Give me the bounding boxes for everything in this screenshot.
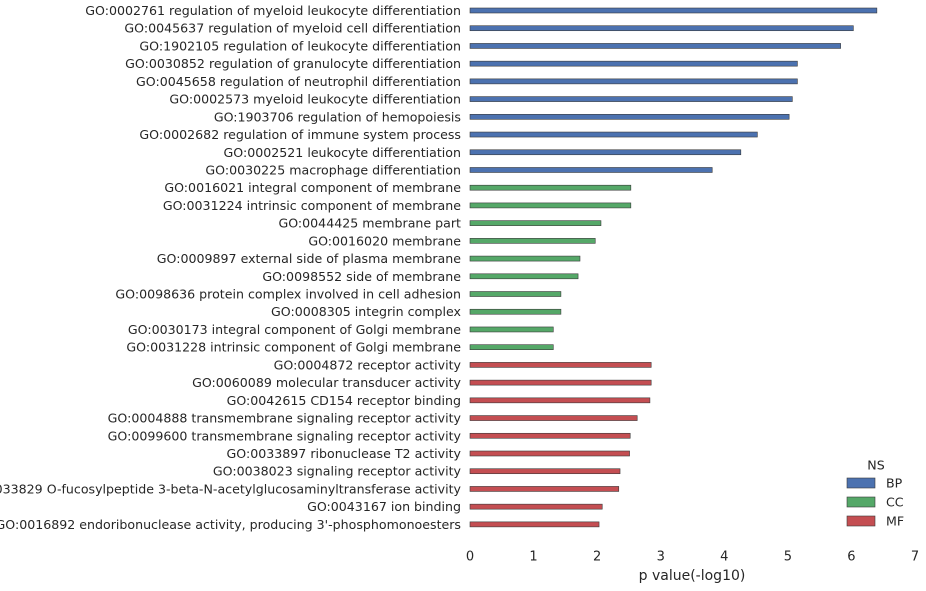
bar-cc: [469, 344, 554, 350]
x-tick-label: 7: [911, 550, 919, 565]
bar-mf: [469, 468, 621, 475]
bar-mf: [469, 362, 652, 368]
bar-bp: [469, 43, 841, 49]
bar-cc: [469, 255, 581, 262]
bar-cc: [469, 238, 596, 244]
legend-swatch-cc: [846, 496, 876, 508]
bar-cc: [469, 202, 632, 209]
x-tick-label: 3: [657, 550, 665, 565]
bar-cc: [469, 220, 602, 226]
category-label: GO:0002573 myeloid leukocyte differentia…: [169, 92, 461, 107]
bar-cc: [469, 291, 562, 297]
category-label: GO:0060089 molecular transducer activity: [192, 375, 461, 390]
bar-bp: [469, 60, 798, 67]
x-tick-label: 0: [466, 550, 474, 565]
category-label: GO:0098552 side of membrane: [262, 269, 461, 284]
bar-cc: [469, 326, 554, 333]
legend-label-cc: CC: [886, 495, 904, 510]
bar-bp: [469, 114, 790, 120]
legend-swatch-bp: [846, 477, 876, 489]
bar-bp: [469, 25, 854, 32]
bar-cc: [469, 184, 632, 191]
category-label: GO:0030173 integral component of Golgi m…: [128, 322, 461, 337]
bar-mf: [469, 521, 600, 528]
category-label: GO:0098636 protein complex involved in c…: [115, 287, 461, 302]
bar-cc: [469, 308, 562, 315]
x-tick-label: 5: [784, 550, 792, 565]
category-label: GO:0016020 membrane: [308, 233, 461, 248]
bar-bp: [469, 96, 793, 102]
legend-title: NS: [867, 458, 884, 473]
x-tick-label: 1: [529, 550, 537, 565]
legend-label-bp: BP: [886, 476, 903, 491]
category-label: GO:0030852 regulation of granulocyte dif…: [125, 56, 461, 71]
legend-swatch-mf: [846, 515, 876, 527]
bar-bp: [469, 167, 713, 173]
category-label: GO:0016021 integral component of membran…: [164, 180, 461, 195]
bar-mf: [469, 503, 603, 510]
category-label: GO:0030225 macrophage differentiation: [205, 162, 461, 177]
x-axis-label: p value(-log10): [639, 568, 746, 584]
bar-cc: [469, 273, 579, 280]
bar-mf: [469, 415, 638, 421]
bar-mf: [469, 432, 631, 439]
x-tick-label: 4: [720, 550, 728, 565]
category-label: GO:0002521 leukocyte differentiation: [224, 145, 461, 160]
category-label: GO:0045658 regulation of neutrophil diff…: [136, 74, 461, 89]
category-label: GO:0044425 membrane part: [278, 216, 461, 231]
category-label: GO:0031224 intrinsic component of membra…: [163, 198, 461, 213]
bar-mf: [469, 397, 651, 404]
category-label: GO:0031228 intrinsic component of Golgi …: [126, 340, 461, 355]
category-label: GO:0099600 transmembrane signaling recep…: [108, 428, 462, 443]
category-label: GO:0016892 endoribonuclease activity, pr…: [0, 517, 461, 532]
category-label: GO:1902105 regulation of leukocyte diffe…: [139, 38, 461, 53]
bar-bp: [469, 149, 742, 156]
category-label: GO:0038023 signaling receptor activity: [213, 464, 462, 479]
bar-mf: [469, 450, 630, 457]
bar-bp: [469, 78, 798, 85]
bar-mf: [469, 486, 620, 492]
category-label: GO:0042615 CD154 receptor binding: [227, 393, 461, 408]
bar-bp: [469, 131, 758, 138]
category-label: GO:1903706 regulation of hemopoiesis: [214, 109, 461, 124]
category-label: GO:0008305 integrin complex: [271, 304, 462, 319]
legend-label-mf: MF: [886, 514, 904, 529]
category-label: GO:0004888 transmembrane signaling recep…: [108, 411, 462, 426]
category-label: GO:0033897 ribonuclease T2 activity: [227, 446, 462, 461]
category-label: GO:0033829 O-fucosylpeptide 3-beta-N-ace…: [0, 481, 462, 496]
category-label: GO:0002761 regulation of myeloid leukocy…: [85, 3, 461, 18]
x-tick-label: 6: [847, 550, 855, 565]
x-tick-label: 2: [593, 550, 601, 565]
bar-bp: [469, 7, 878, 14]
category-label: GO:0009897 external side of plasma membr…: [157, 251, 461, 266]
bar-mf: [469, 379, 652, 386]
category-label: GO:0004872 receptor activity: [274, 357, 462, 372]
category-label: GO:0002682 regulation of immune system p…: [139, 127, 461, 142]
category-label: GO:0045637 regulation of myeloid cell di…: [124, 21, 461, 36]
category-label: GO:0043167 ion binding: [307, 499, 461, 514]
